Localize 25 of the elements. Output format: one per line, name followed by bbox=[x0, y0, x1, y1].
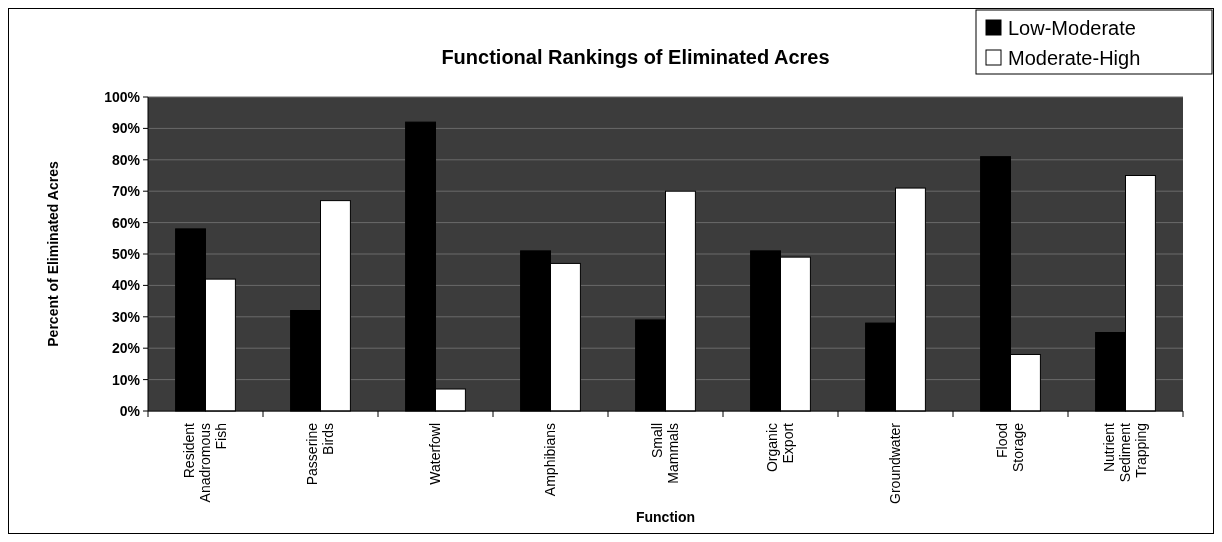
y-tick-label: 60% bbox=[111, 214, 141, 231]
legend-label: Moderate-High bbox=[1008, 47, 1141, 69]
x-tick-label: Small Mammals bbox=[649, 423, 682, 484]
y-tick-label: 70% bbox=[111, 183, 141, 200]
x-axis-title: Function bbox=[635, 509, 696, 525]
x-tick-label: Resident Anadromous Fish bbox=[181, 422, 230, 503]
y-tick-label: 40% bbox=[111, 277, 141, 294]
x-tick-label: Passerine Birds bbox=[304, 422, 337, 486]
y-axis-title: Percent of Eliminated Acres bbox=[45, 161, 61, 347]
x-tick-label: Waterfowl bbox=[427, 423, 444, 485]
legend-label: Low-Moderate bbox=[1008, 17, 1136, 39]
x-tick-label: Amphibians bbox=[542, 423, 559, 497]
x-tick-label: Flood Storage bbox=[994, 422, 1027, 473]
y-tick-label: 10% bbox=[111, 371, 141, 388]
y-tick-label: 100% bbox=[104, 88, 141, 105]
x-tick-label: Nutrient Sediment Trapping bbox=[1101, 422, 1150, 483]
y-tick-label: 20% bbox=[111, 340, 141, 357]
y-tick-label: 50% bbox=[111, 245, 141, 262]
x-tick-label: Groundwater bbox=[887, 422, 904, 504]
y-tick-label: 30% bbox=[111, 308, 141, 325]
y-tick-label: 90% bbox=[111, 120, 141, 137]
x-tick-label: Organic Export bbox=[764, 422, 797, 473]
chart-title: Functional Rankings of Eliminated Acres bbox=[441, 46, 830, 68]
y-tick-label: 80% bbox=[111, 151, 141, 168]
y-tick-label: 0% bbox=[119, 402, 141, 419]
